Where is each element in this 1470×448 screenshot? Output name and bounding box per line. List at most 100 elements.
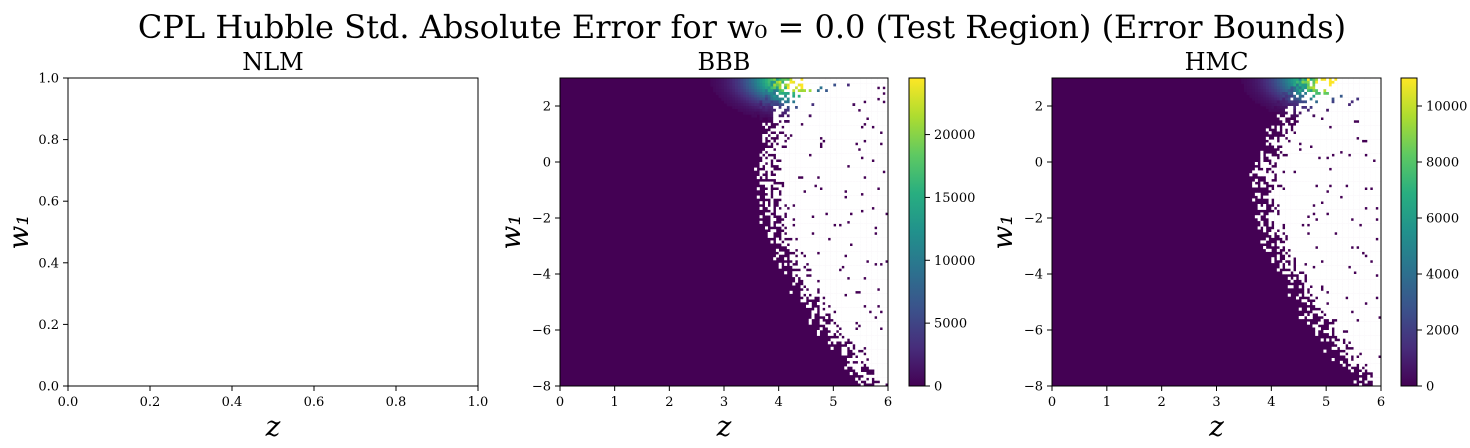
heatmap-cell bbox=[1298, 134, 1302, 138]
heatmap-cell bbox=[1290, 97, 1294, 101]
heatmap-cell bbox=[849, 360, 853, 364]
heatmap-cell bbox=[1328, 97, 1332, 101]
heatmap-cell bbox=[1296, 78, 1300, 82]
heatmap-cell bbox=[866, 122, 870, 126]
heatmap-cell bbox=[792, 103, 796, 107]
heatmap-cell bbox=[838, 257, 842, 261]
heatmap-cell bbox=[1367, 131, 1371, 135]
heatmap-cell bbox=[871, 139, 875, 143]
heatmap-cell bbox=[784, 111, 788, 115]
heatmap-cell bbox=[841, 122, 845, 126]
heatmap-cell bbox=[855, 262, 859, 266]
heatmap-cell bbox=[1268, 78, 1272, 82]
heatmap-cell bbox=[866, 195, 870, 199]
heatmap-cell bbox=[1361, 125, 1365, 129]
heatmap-cell bbox=[852, 338, 856, 342]
heatmap-cell bbox=[814, 114, 818, 118]
heatmap-cell bbox=[833, 117, 837, 121]
heatmap-cell bbox=[803, 114, 807, 118]
heatmap-cell bbox=[882, 159, 886, 163]
heatmap-cell bbox=[871, 170, 875, 174]
heatmap-cell bbox=[1309, 80, 1313, 84]
heatmap-cell bbox=[860, 226, 864, 230]
heatmap-cell bbox=[1301, 145, 1305, 149]
heatmap-cell bbox=[871, 100, 875, 104]
heatmap-cell bbox=[860, 234, 864, 238]
heatmap-cell bbox=[825, 164, 829, 168]
heatmap-cell bbox=[879, 335, 883, 339]
heatmap-cell bbox=[827, 282, 831, 286]
heatmap-cell bbox=[1370, 120, 1374, 124]
heatmap-cell bbox=[1315, 131, 1319, 135]
heatmap-cell bbox=[852, 192, 856, 196]
heatmap-cell bbox=[797, 117, 801, 121]
heatmap-cell bbox=[868, 332, 872, 336]
heatmap-cell bbox=[1274, 108, 1278, 112]
heatmap-cell bbox=[1367, 89, 1371, 93]
heatmap-cell bbox=[816, 150, 820, 154]
heatmap-cell bbox=[814, 282, 818, 286]
heatmap-cell bbox=[814, 265, 818, 269]
heatmap-cell bbox=[1287, 114, 1291, 118]
heatmap-cell bbox=[773, 106, 777, 110]
heatmap-cell bbox=[1359, 106, 1363, 110]
heatmap-cell bbox=[863, 307, 867, 311]
heatmap-cell bbox=[844, 162, 848, 166]
heatmap-cell bbox=[863, 324, 867, 328]
heatmap-cell bbox=[833, 299, 837, 303]
heatmap-cell bbox=[836, 299, 840, 303]
heatmap-cell bbox=[833, 122, 837, 126]
heatmap-cell bbox=[874, 248, 878, 252]
heatmap-cell bbox=[871, 248, 875, 252]
heatmap-cell bbox=[847, 257, 851, 261]
heatmap-cell bbox=[877, 324, 881, 328]
heatmap-cell bbox=[811, 190, 815, 194]
heatmap-cell bbox=[871, 218, 875, 222]
heatmap-cell bbox=[874, 344, 878, 348]
heatmap-cell bbox=[795, 220, 799, 224]
heatmap-cell bbox=[778, 176, 782, 180]
heatmap-cell bbox=[808, 122, 812, 126]
heatmap-cell bbox=[1326, 120, 1330, 124]
heatmap-cell bbox=[1285, 134, 1289, 138]
heatmap-cell bbox=[882, 310, 886, 314]
heatmap-cell bbox=[792, 97, 796, 101]
heatmap-cell bbox=[784, 229, 788, 233]
heatmap-cell bbox=[806, 293, 810, 297]
heatmap-cell bbox=[822, 220, 826, 224]
heatmap-cell bbox=[868, 324, 872, 328]
heatmap-cell bbox=[882, 257, 886, 261]
heatmap-cell bbox=[827, 260, 831, 264]
heatmap-cell bbox=[1290, 92, 1294, 96]
heatmap-cell bbox=[1350, 114, 1354, 118]
heatmap-cell bbox=[1279, 86, 1283, 90]
heatmap-cell bbox=[1378, 78, 1382, 82]
heatmap-cell bbox=[877, 148, 881, 152]
heatmap-cell bbox=[1356, 139, 1360, 143]
heatmap-cell bbox=[797, 229, 801, 233]
heatmap-cell bbox=[795, 246, 799, 250]
heatmap-cell bbox=[841, 288, 845, 292]
heatmap-cell bbox=[1296, 111, 1300, 115]
heatmap-cell bbox=[778, 150, 782, 154]
heatmap-cell bbox=[811, 80, 815, 84]
heatmap-cell bbox=[775, 83, 779, 87]
heatmap-cell bbox=[874, 181, 878, 185]
heatmap-cell bbox=[814, 103, 818, 107]
heatmap-cell bbox=[841, 349, 845, 353]
heatmap-cell bbox=[860, 201, 864, 205]
heatmap-cell bbox=[1301, 131, 1305, 135]
heatmap-cell bbox=[819, 282, 823, 286]
heatmap-cell bbox=[863, 80, 867, 84]
heatmap-cell bbox=[1331, 131, 1335, 135]
heatmap-cell bbox=[879, 212, 883, 216]
heatmap-cell bbox=[1348, 80, 1352, 84]
heatmap-cell bbox=[833, 316, 837, 320]
heatmap-cell bbox=[819, 128, 823, 132]
heatmap-cell bbox=[882, 296, 886, 300]
heatmap-cell bbox=[857, 111, 861, 115]
heatmap-cell bbox=[885, 327, 889, 331]
heatmap-cell bbox=[816, 237, 820, 241]
heatmap-cell bbox=[1265, 83, 1269, 87]
heatmap-cell bbox=[1364, 80, 1368, 84]
